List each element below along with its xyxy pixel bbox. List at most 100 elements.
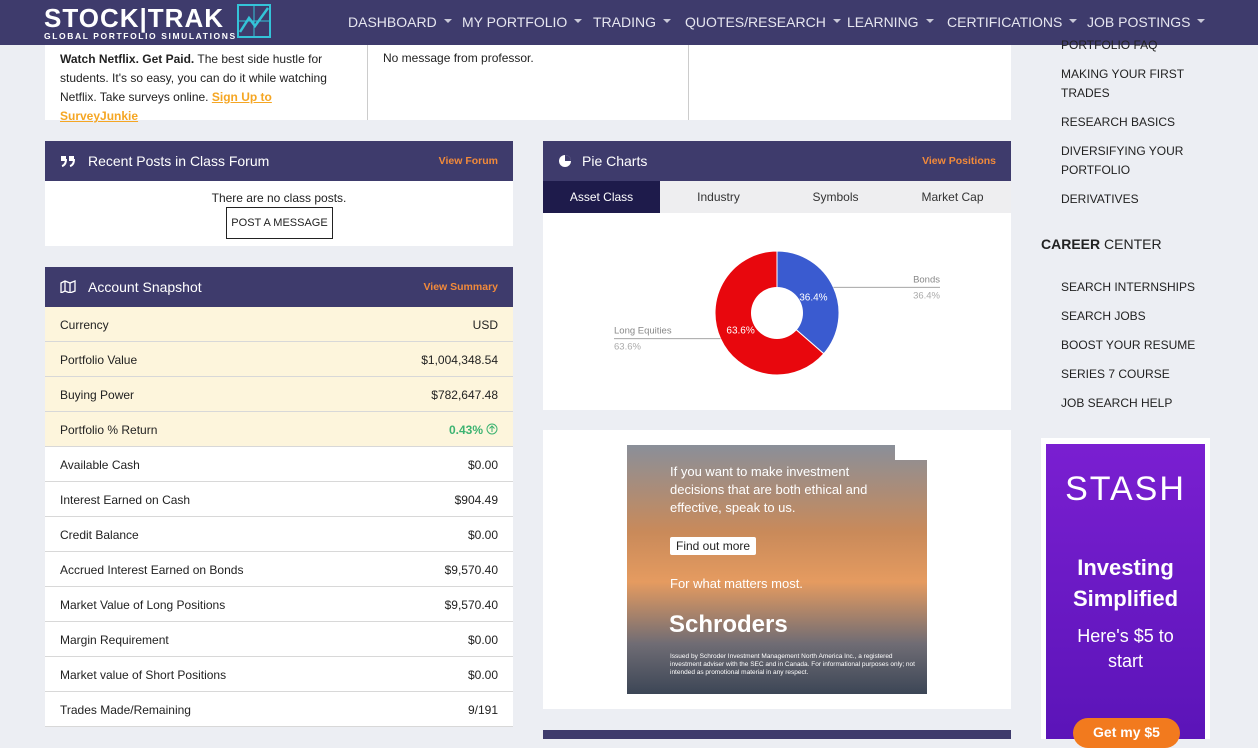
- logo[interactable]: STOCK|TRAK: [44, 3, 225, 33]
- logo-subtitle: GLOBAL PORTFOLIO SIMULATIONS: [44, 31, 237, 41]
- row-label: Currency: [60, 318, 109, 332]
- row-label: Portfolio Value: [60, 353, 138, 367]
- nav-item[interactable]: CERTIFICATIONS: [947, 14, 1077, 30]
- panel-link[interactable]: View Summary: [423, 281, 498, 293]
- sidebar-link[interactable]: JOB SEARCH HELP: [1061, 396, 1173, 410]
- ad-tagline: For what matters most.: [670, 576, 803, 591]
- map-icon: [60, 280, 76, 293]
- row-value: $0.00: [467, 633, 498, 647]
- ad-button[interactable]: Find out more: [670, 537, 757, 555]
- snapshot-row: Accrued Interest Earned on Bonds $9,570.4…: [45, 552, 513, 587]
- icon-circle: [486, 423, 498, 435]
- tab[interactable]: Asset Class: [543, 181, 660, 213]
- divider: [688, 45, 689, 120]
- panel-link[interactable]: View Forum: [438, 155, 498, 167]
- ad-headline: If you want to make investment decisions…: [670, 464, 868, 515]
- row-value: $0.00: [467, 458, 498, 472]
- forum-panel: Recent Posts in Class Forum View Forum T…: [45, 141, 513, 246]
- promo: Watch Netflix. Get Paid. The best side h…: [60, 50, 340, 126]
- snapshot-row: Trades Made/Remaining 9/191: [45, 692, 513, 727]
- promo-text: The best side hustle for students. It's …: [60, 52, 327, 104]
- snapshot-row: Buying Power $782,647.48: [45, 377, 513, 412]
- panel-header: Recent Posts in Class Forum View Forum: [45, 141, 513, 181]
- row-label: Available Cash: [60, 458, 140, 472]
- panel-title: Recent Posts in Class Forum: [88, 153, 270, 169]
- row-label: Buying Power: [60, 388, 135, 402]
- snapshot-row: Margin Requirement $0.00: [45, 622, 513, 657]
- promo-bold: Watch Netflix. Get Paid.: [60, 52, 195, 66]
- tab[interactable]: Symbols: [777, 181, 894, 213]
- ad-panel: If you want to make investment decisions…: [543, 430, 1011, 709]
- row-value: 9/191: [467, 703, 498, 717]
- sidebar-link[interactable]: SEARCH INTERNSHIPS: [1061, 280, 1196, 294]
- sidebar-link[interactable]: MAKING YOUR FIRST TRADES: [1061, 67, 1184, 100]
- row-label: Portfolio % Return: [60, 423, 158, 437]
- career-rest: CENTER: [1104, 236, 1162, 252]
- sidebar-link[interactable]: BOOST YOUR RESUME: [1061, 338, 1196, 352]
- ad-image[interactable]: If you want to make investment decisions…: [627, 445, 927, 694]
- sidebar-link[interactable]: SERIES 7 COURSE: [1061, 367, 1170, 381]
- snapshot-row: Portfolio Value $1,004,348.54: [45, 342, 513, 377]
- promo-link[interactable]: Sign Up to SurveyJunkie: [60, 90, 272, 123]
- icon-arrow: [489, 425, 495, 432]
- stash-subtext: Here's $5 to start: [1077, 626, 1174, 671]
- row-value: 0.43%: [448, 423, 483, 437]
- tab[interactable]: Industry: [660, 181, 777, 213]
- ad-choices: [895, 445, 927, 460]
- snapshot-row: Market value of Short Positions $0.00: [45, 657, 513, 692]
- row-value: $0.00: [467, 668, 498, 682]
- snapshot-row: Currency USD: [45, 307, 513, 342]
- snapshot-row: Market Value of Long Positions $9,570.40: [45, 587, 513, 622]
- quote-icon: [61, 156, 75, 167]
- snapshot-panel: Account Snapshot View Summary Currency US…: [45, 267, 513, 727]
- row-label: Market value of Short Positions: [60, 668, 227, 682]
- row-value: $0.00: [467, 528, 498, 542]
- row-value: $9,570.40: [444, 598, 498, 612]
- ad-brand: Schroders: [669, 611, 788, 638]
- logo-icon: [237, 4, 271, 38]
- nav-item[interactable]: LEARNING: [847, 14, 934, 30]
- nav-item[interactable]: TRADING: [593, 14, 671, 30]
- row-value: USD: [472, 318, 498, 332]
- sidebar-link[interactable]: PORTFOLIO FAQ: [1061, 38, 1158, 52]
- panel-title: Account Snapshot: [88, 279, 202, 295]
- sidebar-link[interactable]: SEARCH JOBS: [1061, 309, 1146, 323]
- stash-brand: STASH: [1065, 470, 1186, 508]
- empty-text: There are no class posts.: [211, 191, 347, 205]
- stash-button[interactable]: Get my $5: [1073, 718, 1180, 748]
- nav-item[interactable]: MY PORTFOLIO: [462, 14, 582, 30]
- sidebar-link[interactable]: DIVERSIFYING YOUR PORTFOLIO: [1061, 144, 1184, 177]
- sidebar-link[interactable]: DERIVATIVES: [1061, 192, 1139, 206]
- nav-item[interactable]: DASHBOARD: [348, 14, 452, 30]
- row-label: Credit Balance: [60, 528, 139, 542]
- sidebar-link[interactable]: RESEARCH BASICS: [1061, 115, 1176, 129]
- row-value: $9,570.40: [444, 563, 498, 577]
- professor-message: No message from professor.: [383, 51, 534, 65]
- nav-item[interactable]: QUOTES/RESEARCH: [685, 14, 841, 30]
- stash-headline: Investing Simplified: [1072, 555, 1179, 611]
- ad-disclaimer: Issued by Schroder Investment Management…: [670, 653, 915, 676]
- row-value: $1,004,348.54: [421, 353, 498, 367]
- snapshot-row: Available Cash $0.00: [45, 447, 513, 482]
- tab[interactable]: Market Cap: [894, 181, 1011, 213]
- row-label: Margin Requirement: [60, 633, 169, 647]
- career-heading: CAREER CENTER: [1041, 236, 1162, 252]
- panel-header: Pie Charts View Positions: [543, 141, 1011, 181]
- divider: [367, 45, 368, 120]
- panel-link[interactable]: View Positions: [922, 155, 996, 167]
- panel-header: Account Snapshot View Summary: [45, 267, 513, 307]
- navbar: STOCK|TRAK GLOBAL PORTFOLIO SIMULATIONS …: [0, 0, 1258, 45]
- stash-ad-frame: STASH Investing Simplified Here's $5 to …: [1041, 438, 1210, 748]
- row-value: $904.49: [454, 493, 498, 507]
- row-label: Accrued Interest Earned on Bonds: [60, 563, 244, 577]
- row-label: Trades Made/Remaining: [60, 703, 191, 717]
- snapshot-row: Portfolio % Return 0.43%: [45, 412, 513, 447]
- stash-ad[interactable]: STASH Investing Simplified Here's $5 to …: [1046, 444, 1205, 748]
- nav-item[interactable]: JOB POSTINGS: [1087, 14, 1205, 30]
- panel-title: Pie Charts: [582, 153, 648, 169]
- row-label: Interest Earned on Cash: [60, 493, 191, 507]
- post-button[interactable]: POST A MESSAGE: [226, 207, 333, 239]
- panel-header: [543, 730, 1011, 739]
